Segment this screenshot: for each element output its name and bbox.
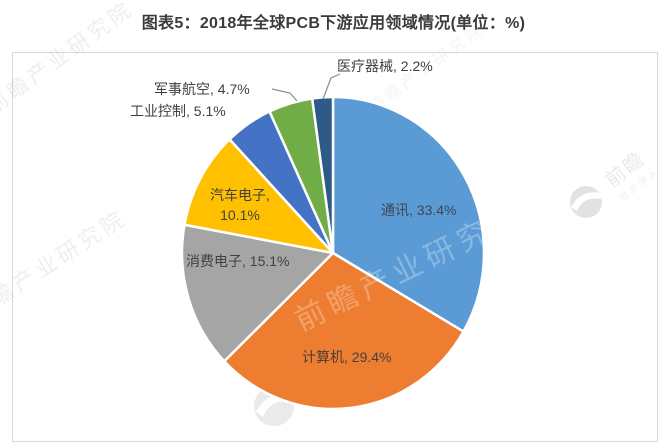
pie-slices-group (180, 95, 486, 411)
pie-slice-consumer-electronics (180, 223, 335, 363)
pie-slice-medical-devices (310, 95, 335, 255)
slice-label-automotive-electronics: 汽车电子, 10.1% (210, 187, 270, 224)
slice-label-industrial-control: 工业控制, 5.1% (130, 103, 226, 119)
leader-line-military-aerospace (271, 88, 298, 102)
pie-slice-computer (222, 251, 465, 411)
slice-label-military-aerospace: 军事航空, 4.7% (154, 81, 250, 97)
slice-label-consumer-electronics: 消费电子, 15.1% (186, 253, 290, 269)
leader-line-medical-devices (322, 73, 341, 100)
slice-label-communications: 通讯, 33.4% (381, 202, 457, 218)
pie-slice-automotive-electronics (183, 138, 335, 255)
pie-slice-communications (331, 95, 486, 333)
chart-title: 图表5：2018年全球PCB下游应用领域情况(单位：%) (141, 15, 526, 32)
slice-label-medical-devices: 医疗器械, 2.2% (337, 58, 433, 74)
slice-label-computer: 计算机, 29.4% (302, 349, 392, 365)
